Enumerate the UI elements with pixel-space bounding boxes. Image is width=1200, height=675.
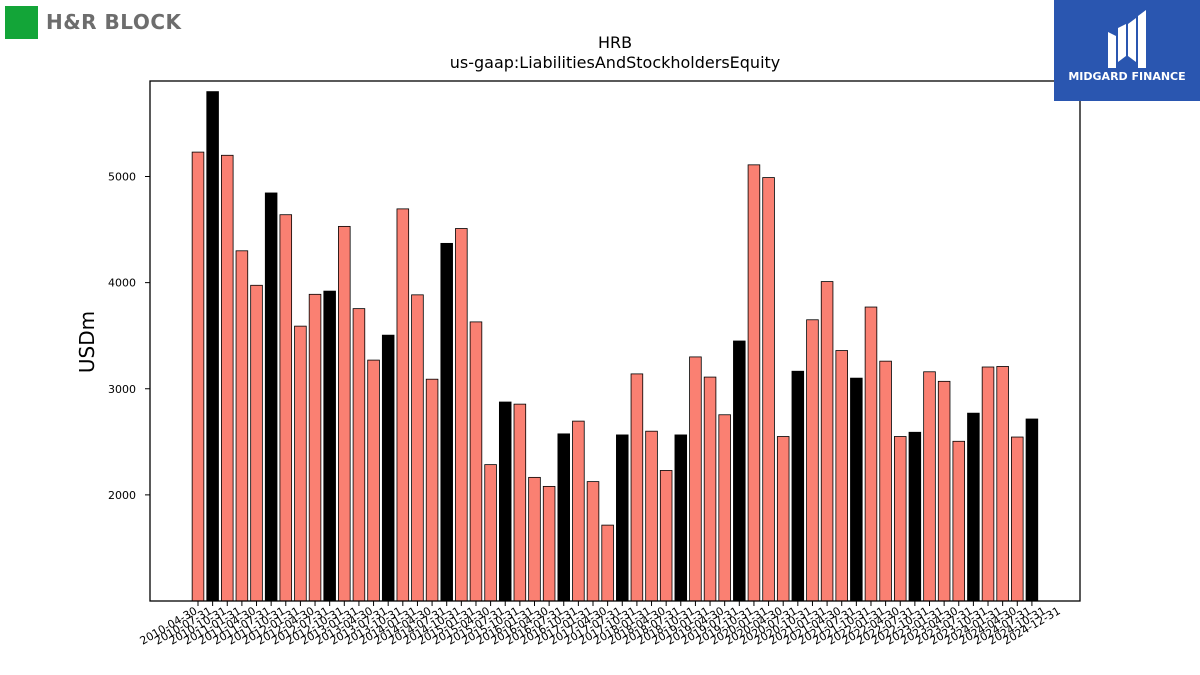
bar-2018-10-31 — [689, 356, 702, 602]
bar-2021-04-30 — [835, 350, 848, 602]
bar-2018-04-30 — [659, 470, 673, 602]
bar-2019-07-31 — [733, 340, 746, 602]
hr-block-logo: H&R BLOCK — [5, 5, 182, 39]
bar-2020-01-31 — [762, 177, 775, 602]
bar-2014-10-31 — [455, 228, 468, 602]
bar-2010-04-30 — [191, 151, 205, 602]
bar-2020-10-31 — [806, 319, 819, 602]
y-tick-label: 5000 — [108, 171, 136, 184]
bar-2017-01-31 — [586, 481, 600, 602]
bar-2022-01-31 — [879, 360, 892, 602]
bar-2021-01-31 — [820, 281, 834, 602]
bar-2018-01-31 — [645, 430, 658, 602]
bar-2013-10-31 — [396, 208, 410, 602]
bar-2016-01-31 — [528, 476, 541, 602]
y-tick-label: 3000 — [108, 383, 136, 396]
midgard-m-icon — [1108, 10, 1146, 68]
bar-2019-10-31 — [747, 164, 761, 602]
bar-2019-01-31 — [703, 376, 717, 602]
bar-2014-04-30 — [425, 378, 439, 602]
bar-2017-04-30 — [601, 524, 614, 602]
bar-2015-04-30 — [484, 464, 497, 602]
x-ticks-group: 2010-04-302010-07-312010-10-312011-01-31… — [138, 601, 1063, 648]
bar-2011-07-31 — [264, 192, 278, 602]
y-tick-label: 2000 — [108, 489, 136, 502]
green-square-icon — [5, 5, 38, 39]
bar-2022-04-30 — [893, 436, 907, 602]
bar-2010-07-31 — [206, 91, 219, 602]
bar-2020-04-30 — [776, 436, 790, 602]
bar-2015-10-31 — [513, 403, 527, 602]
bar-2023-01-31 — [937, 380, 951, 602]
bar-2012-04-30 — [308, 293, 322, 602]
bar-2013-07-31 — [381, 334, 395, 602]
bar-2022-07-31 — [908, 431, 922, 602]
midgard-finance-logo: MIDGARD FINANCE — [1054, 0, 1200, 101]
bar-2015-07-31 — [498, 401, 512, 602]
bar-2011-01-31 — [235, 250, 249, 602]
bar-2014-07-31 — [440, 242, 453, 602]
bar-2016-07-31 — [557, 433, 571, 602]
bar-2024-07-31 — [1025, 418, 1039, 602]
bar-2022-10-31 — [923, 371, 936, 602]
bar-2013-01-31 — [352, 308, 366, 602]
bar-2011-10-31 — [279, 214, 293, 602]
bar-2023-04-30 — [952, 440, 966, 602]
bar-2023-07-31 — [967, 412, 980, 602]
bar-2012-10-31 — [338, 225, 351, 602]
brand-right-text: MIDGARD FINANCE — [1068, 70, 1186, 83]
bar-2015-01-31 — [469, 321, 483, 602]
bar-2018-07-31 — [674, 434, 688, 602]
bar-2021-10-31 — [864, 306, 878, 602]
bar-2013-04-30 — [367, 359, 380, 602]
bar-2023-10-31 — [981, 366, 995, 602]
plot-frame — [149, 80, 1081, 602]
bar-2016-10-31 — [572, 420, 585, 602]
bar-2017-10-31 — [630, 373, 644, 602]
bar-2020-07-31 — [791, 370, 805, 602]
y-axis-label: USDm — [75, 311, 99, 373]
bar-2012-01-31 — [294, 325, 307, 602]
bar-2024-01-31 — [996, 366, 1009, 602]
bars-group — [191, 91, 1039, 602]
bar-2012-07-31 — [323, 290, 336, 602]
y-ticks-group: 2000 3000 4000 5000 — [108, 171, 150, 502]
bar-2019-04-30 — [718, 414, 731, 602]
bar-2011-04-30 — [250, 284, 263, 602]
bar-2016-04-30 — [542, 485, 556, 602]
chart-subtitle: us-gaap:LiabilitiesAndStockholdersEquity — [450, 53, 781, 72]
bar-2024-04-30 — [1011, 436, 1024, 602]
brand-left-text: H&R BLOCK — [46, 10, 182, 34]
bar-2010-10-31 — [221, 154, 234, 602]
bar-2017-07-31 — [616, 434, 629, 602]
chart-title: HRB — [598, 33, 632, 52]
bar-2014-01-31 — [411, 294, 424, 602]
bar-2021-07-31 — [850, 377, 863, 602]
y-tick-label: 4000 — [108, 277, 136, 290]
